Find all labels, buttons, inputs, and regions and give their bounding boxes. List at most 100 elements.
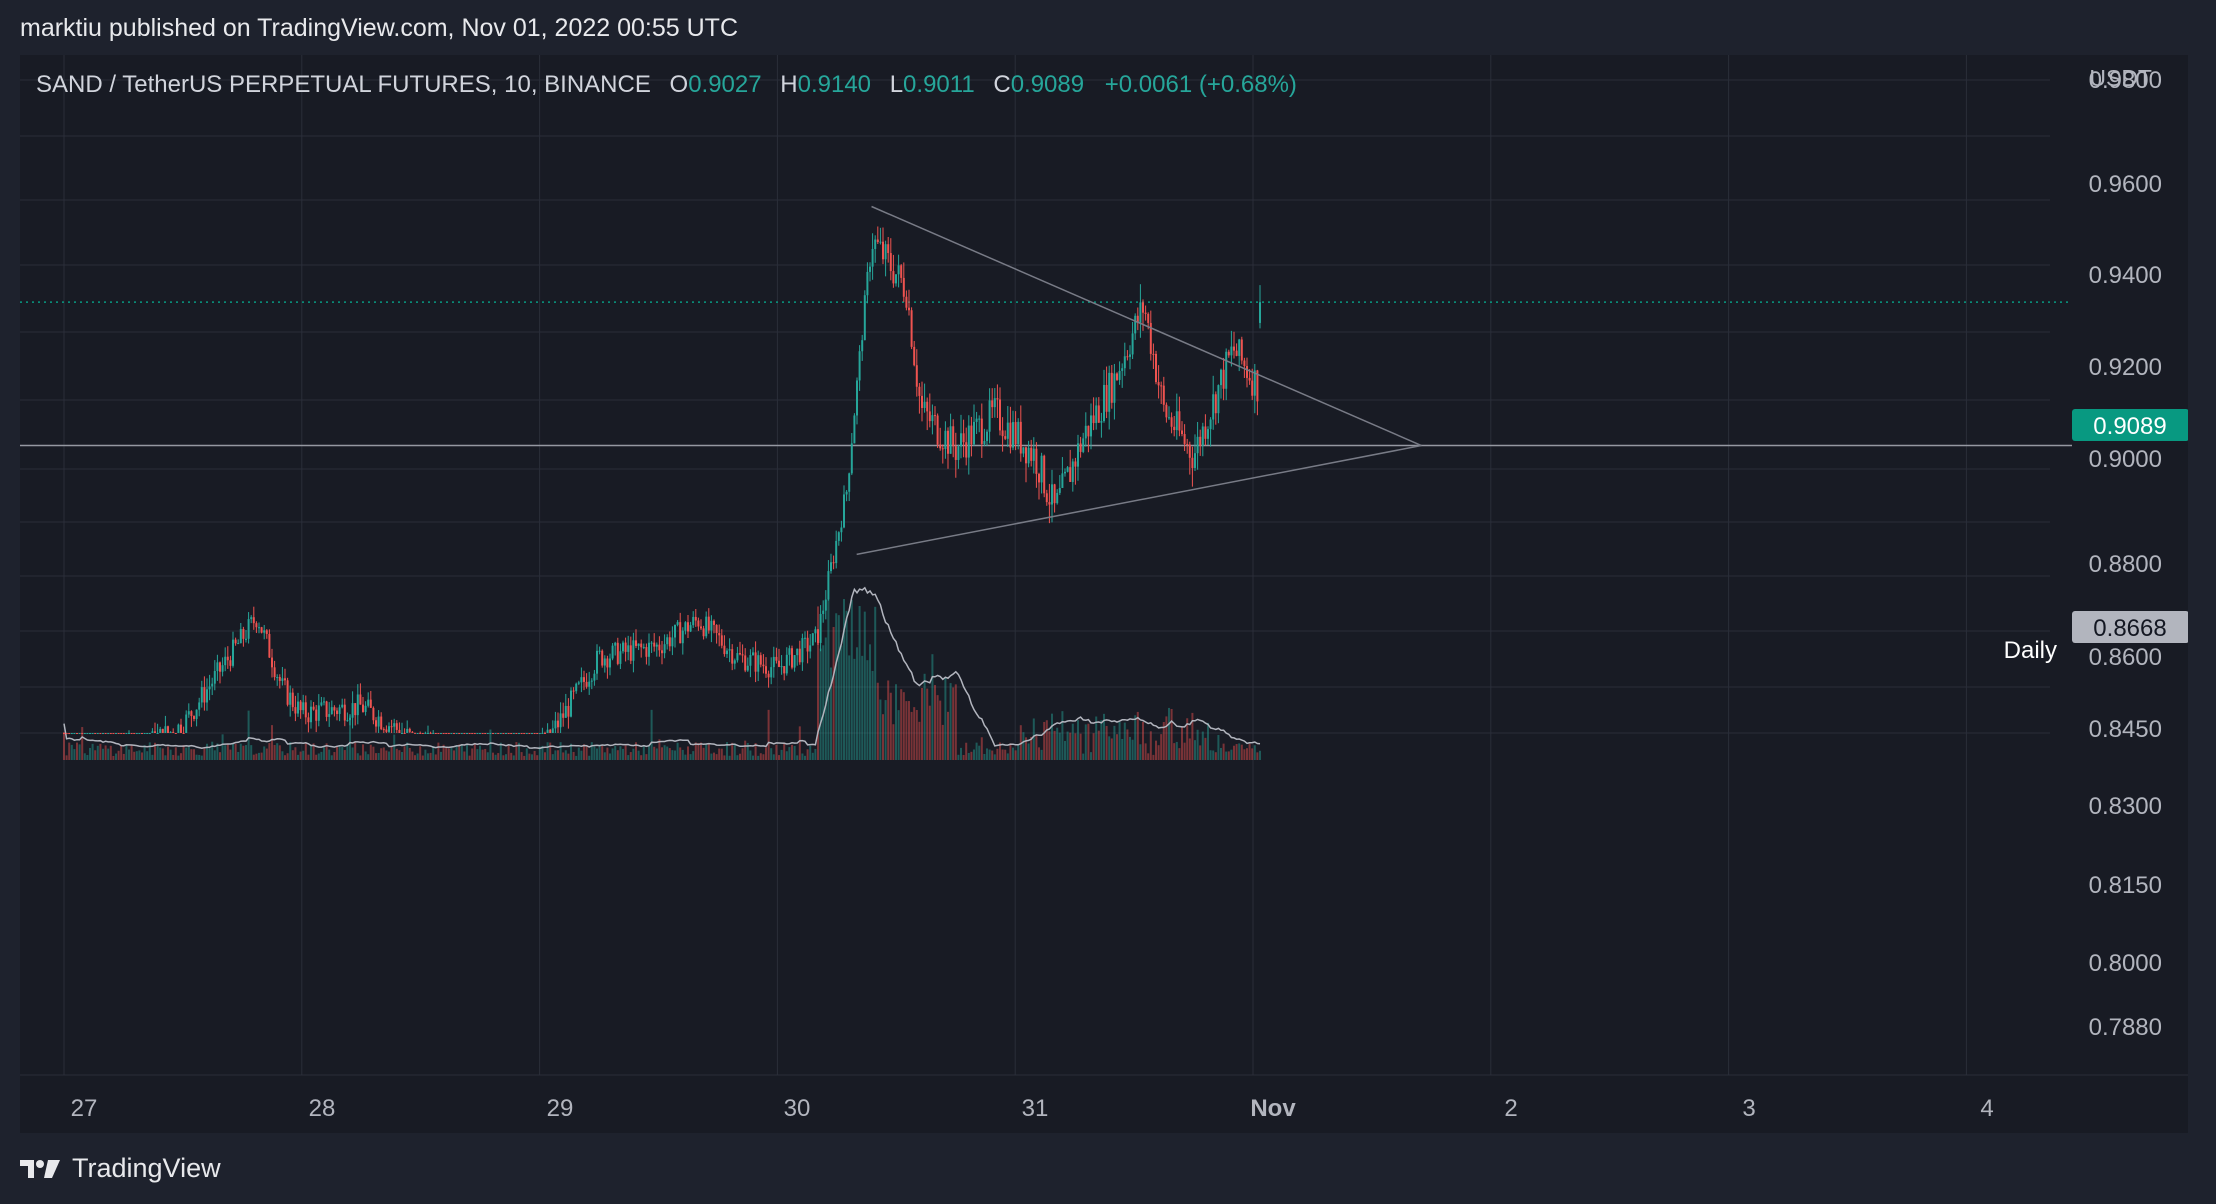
volume-bar bbox=[65, 755, 68, 760]
candle-body bbox=[401, 733, 403, 735]
daily-level-tag: 0.8668 bbox=[2072, 611, 2188, 643]
candle-body bbox=[824, 599, 827, 611]
volume-bar bbox=[913, 707, 916, 760]
volume-bar bbox=[674, 750, 676, 760]
chart-pane[interactable]: 0.9800 0.9600 0.9400 0.9200 0.9000 0.880… bbox=[20, 55, 2188, 1133]
volume-bar bbox=[195, 754, 198, 760]
tradingview-brand[interactable]: TradingView bbox=[20, 1153, 221, 1184]
ohlc-legend[interactable]: SAND / TetherUS PERPETUAL FUTURES, 10, B… bbox=[36, 71, 1297, 99]
candle-body bbox=[1136, 315, 1139, 323]
candle-body bbox=[455, 733, 458, 735]
volume-bar bbox=[853, 658, 856, 760]
candle-body bbox=[645, 647, 648, 657]
symbol-title[interactable]: SAND / TetherUS PERPETUAL FUTURES, 10, B… bbox=[36, 71, 651, 98]
candle-body bbox=[778, 660, 780, 667]
open-key: O bbox=[669, 71, 689, 98]
candle-body bbox=[128, 733, 130, 735]
candle-body bbox=[837, 532, 840, 541]
volume-bar bbox=[655, 748, 658, 760]
candle-body bbox=[1116, 373, 1118, 380]
volume-bar bbox=[312, 743, 315, 760]
candle-body bbox=[811, 633, 814, 646]
volume-bar bbox=[1053, 730, 1056, 760]
volume-bar bbox=[1168, 707, 1170, 760]
volume-bar bbox=[892, 724, 895, 760]
candle-body bbox=[102, 733, 104, 735]
volume-bar bbox=[525, 748, 528, 760]
volume-bar bbox=[185, 747, 188, 760]
volume-bar bbox=[1058, 732, 1061, 760]
volume-bar bbox=[364, 751, 367, 760]
candle-body bbox=[143, 733, 146, 735]
candle-body bbox=[94, 733, 97, 735]
candle-body bbox=[1175, 411, 1178, 431]
time-axis[interactable]: 27 28 29 30 31 Nov 2 3 4 bbox=[71, 1095, 1994, 1122]
volume-bar bbox=[177, 755, 180, 760]
volume-bar bbox=[1048, 731, 1051, 760]
candle-body bbox=[193, 716, 195, 719]
candle-body bbox=[541, 733, 544, 735]
candle-body bbox=[866, 271, 869, 296]
candle-body bbox=[1022, 447, 1025, 454]
volume-bar bbox=[310, 745, 312, 760]
volume-bar bbox=[830, 667, 832, 760]
triangle-upper-trendline[interactable] bbox=[871, 205, 1422, 447]
volume-bar bbox=[780, 749, 783, 760]
candle-body bbox=[1027, 447, 1030, 464]
volume-bar bbox=[809, 745, 812, 760]
candle-body bbox=[388, 726, 390, 732]
x-tick-label: 4 bbox=[1980, 1095, 1993, 1122]
candle-body bbox=[843, 494, 845, 528]
volume-bar bbox=[736, 755, 739, 760]
volume-bar bbox=[1090, 752, 1092, 760]
volume-bar bbox=[988, 749, 991, 760]
y-tick-label: 0.8000 bbox=[2089, 950, 2162, 977]
candle-body bbox=[502, 733, 505, 735]
volume-bar bbox=[458, 744, 461, 760]
volume-bar bbox=[687, 746, 689, 760]
candle-body bbox=[1253, 370, 1256, 396]
candle-body bbox=[434, 733, 437, 735]
volume-bar bbox=[908, 701, 910, 760]
candle-body bbox=[494, 733, 497, 735]
volume-bar bbox=[1079, 733, 1082, 760]
candle-body bbox=[1129, 354, 1131, 357]
y-tick-label: 0.9600 bbox=[2089, 171, 2162, 198]
volume-bar bbox=[606, 747, 609, 760]
volume-bar bbox=[258, 752, 260, 760]
candle-body bbox=[583, 677, 585, 682]
candle-body bbox=[1113, 373, 1116, 403]
candle-body bbox=[931, 415, 934, 422]
volume-bar bbox=[627, 755, 630, 760]
candle-body bbox=[229, 660, 232, 666]
candle-body bbox=[1160, 385, 1163, 387]
candle-body bbox=[1012, 422, 1014, 448]
volume-bar bbox=[115, 753, 117, 760]
candle-body bbox=[806, 637, 809, 652]
candle-body bbox=[1092, 415, 1095, 424]
volume-bar bbox=[507, 745, 510, 760]
volume-bar bbox=[466, 744, 468, 760]
volume-bar bbox=[1004, 749, 1007, 760]
triangle-lower-trendline[interactable] bbox=[856, 444, 1422, 556]
candle-body bbox=[983, 440, 986, 444]
volume-bar bbox=[265, 748, 268, 760]
candle-body bbox=[840, 527, 843, 533]
candle-body bbox=[115, 733, 117, 735]
volume-bar bbox=[676, 742, 679, 760]
grid-lines bbox=[20, 55, 2188, 1076]
candle-body bbox=[533, 733, 536, 735]
candle-body bbox=[996, 398, 999, 400]
candle-body bbox=[858, 351, 861, 381]
candle-body bbox=[195, 709, 198, 719]
candle-body bbox=[367, 699, 370, 706]
price-chart[interactable]: 0.9800 0.9600 0.9400 0.9200 0.9000 0.880… bbox=[20, 55, 2188, 1133]
y-tick-label: 0.9800 bbox=[2089, 67, 2162, 94]
candle-body bbox=[775, 656, 778, 661]
candle-body bbox=[1001, 430, 1004, 437]
price-axis[interactable]: 0.9800 0.9600 0.9400 0.9200 0.9000 0.880… bbox=[2089, 67, 2162, 1041]
volume-bar bbox=[494, 754, 497, 760]
candle-body bbox=[744, 655, 747, 671]
candle-body bbox=[718, 633, 721, 636]
candle-body bbox=[1095, 405, 1098, 424]
